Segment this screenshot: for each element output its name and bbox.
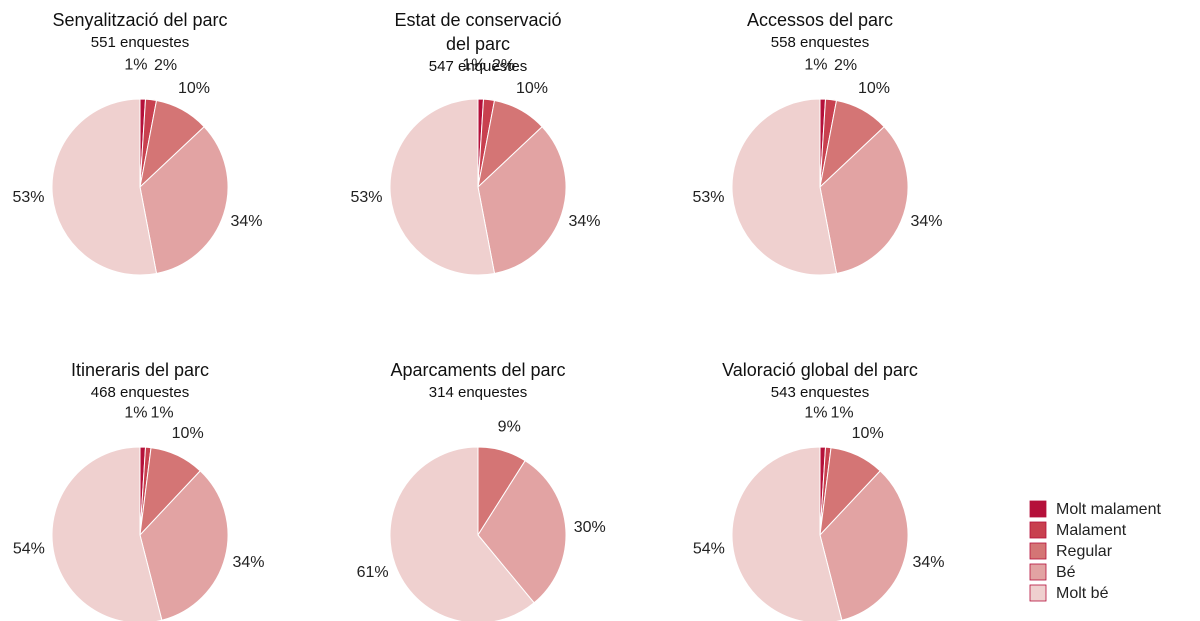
pie-slice xyxy=(139,470,229,621)
data-label: 9% xyxy=(498,419,521,436)
pie-title: Aparcaments del parc xyxy=(390,360,566,380)
data-label: 30% xyxy=(574,519,606,536)
data-label: 10% xyxy=(852,425,884,442)
pie-heading: Aparcaments del parc 314 enquestes xyxy=(348,358,608,404)
pie-title: Itineraris del parc xyxy=(70,360,210,380)
pie-subtitle: 468 enquestes xyxy=(90,384,190,401)
legend-swatch xyxy=(1029,584,1047,602)
pie-title: Estat de conservació del parc xyxy=(394,10,562,54)
pie-slice xyxy=(731,98,838,276)
data-label: 10% xyxy=(516,80,548,97)
data-label: 1% xyxy=(124,404,147,421)
pie-heading: Senyalització del parc 551 enquestes xyxy=(10,8,270,54)
legend-label: Bé xyxy=(1056,564,1076,581)
data-label: 34% xyxy=(911,213,943,230)
pie-slice xyxy=(819,126,909,275)
pie-subtitle: 543 enquestes xyxy=(770,384,870,401)
data-label: 61% xyxy=(357,564,389,581)
legend-label: Molt malament xyxy=(1056,501,1161,518)
legend-swatch xyxy=(1029,542,1047,560)
data-label: 34% xyxy=(231,213,263,230)
pie-slice xyxy=(477,126,567,275)
pie-title: Senyalització del parc xyxy=(52,10,228,30)
pie-slice xyxy=(389,98,496,276)
pie-slice xyxy=(389,446,535,621)
data-label: 53% xyxy=(350,189,382,206)
pie-subtitle: 547 enquestes xyxy=(428,58,528,75)
data-label: 2% xyxy=(834,57,857,74)
legend-swatch xyxy=(1029,521,1047,539)
pie-subtitle: 551 enquestes xyxy=(90,34,190,51)
data-label: 2% xyxy=(154,57,177,74)
data-label: 10% xyxy=(178,80,210,97)
pie-slice xyxy=(139,126,229,275)
pie-subtitle: 314 enquestes xyxy=(428,384,528,401)
pie-slice xyxy=(819,470,909,621)
legend-label: Molt bé xyxy=(1056,585,1109,602)
pie-heading: Itineraris del parc 468 enquestes xyxy=(10,358,270,404)
data-label: 34% xyxy=(912,554,944,571)
data-label: 34% xyxy=(232,554,264,571)
data-label: 54% xyxy=(13,540,45,557)
legend-swatch xyxy=(1029,563,1047,581)
legend-label: Malament xyxy=(1056,522,1127,539)
pie-heading: Estat de conservació del parc 547 enquest… xyxy=(348,8,608,78)
data-label: 54% xyxy=(693,540,725,557)
pie-slice xyxy=(51,446,163,621)
data-label: 1% xyxy=(462,56,485,73)
pie-title: Accessos del parc xyxy=(746,10,894,30)
pie-heading: Accessos del parc 558 enquestes xyxy=(690,8,950,54)
pie-slice xyxy=(477,460,567,604)
data-label: 34% xyxy=(569,213,601,230)
data-label: 53% xyxy=(12,189,44,206)
pie-title: Valoració global del parc xyxy=(722,360,918,380)
data-label: 53% xyxy=(692,189,724,206)
pie-slice xyxy=(731,446,843,621)
data-label: 1% xyxy=(831,405,854,422)
pie-subtitle: 558 enquestes xyxy=(770,34,870,51)
data-label: 1% xyxy=(804,404,827,421)
pie-slice xyxy=(51,98,158,276)
data-label: 10% xyxy=(858,80,890,97)
pie-heading: Valoració global del parc 543 enquestes xyxy=(690,358,950,404)
data-label: 1% xyxy=(124,56,147,73)
data-label: 1% xyxy=(804,56,827,73)
data-label: 2% xyxy=(492,57,515,74)
data-label: 1% xyxy=(151,405,174,422)
legend-swatch xyxy=(1029,500,1047,518)
legend-label: Regular xyxy=(1056,543,1113,560)
data-label: 10% xyxy=(172,425,204,442)
